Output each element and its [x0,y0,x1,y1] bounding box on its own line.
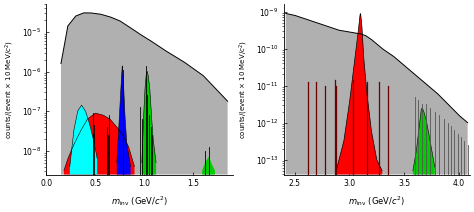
X-axis label: $m_{\rm inv}$ (GeV/$c^{2}$): $m_{\rm inv}$ (GeV/$c^{2}$) [111,194,168,208]
Y-axis label: counts/(event $\times$ 10 MeV/$c^{2}$): counts/(event $\times$ 10 MeV/$c^{2}$) [4,40,17,139]
Polygon shape [61,13,228,174]
Polygon shape [117,66,130,174]
Polygon shape [64,113,135,174]
X-axis label: $m_{\rm inv}$ (GeV/$c^{2}$): $m_{\rm inv}$ (GeV/$c^{2}$) [348,194,405,208]
Polygon shape [413,108,435,174]
Polygon shape [336,14,382,174]
Y-axis label: counts/(event $\times$ 10 MeV/$c^{2}$): counts/(event $\times$ 10 MeV/$c^{2}$) [238,40,250,139]
Polygon shape [70,105,97,174]
Polygon shape [142,72,156,174]
Polygon shape [202,157,215,174]
Polygon shape [286,13,468,174]
